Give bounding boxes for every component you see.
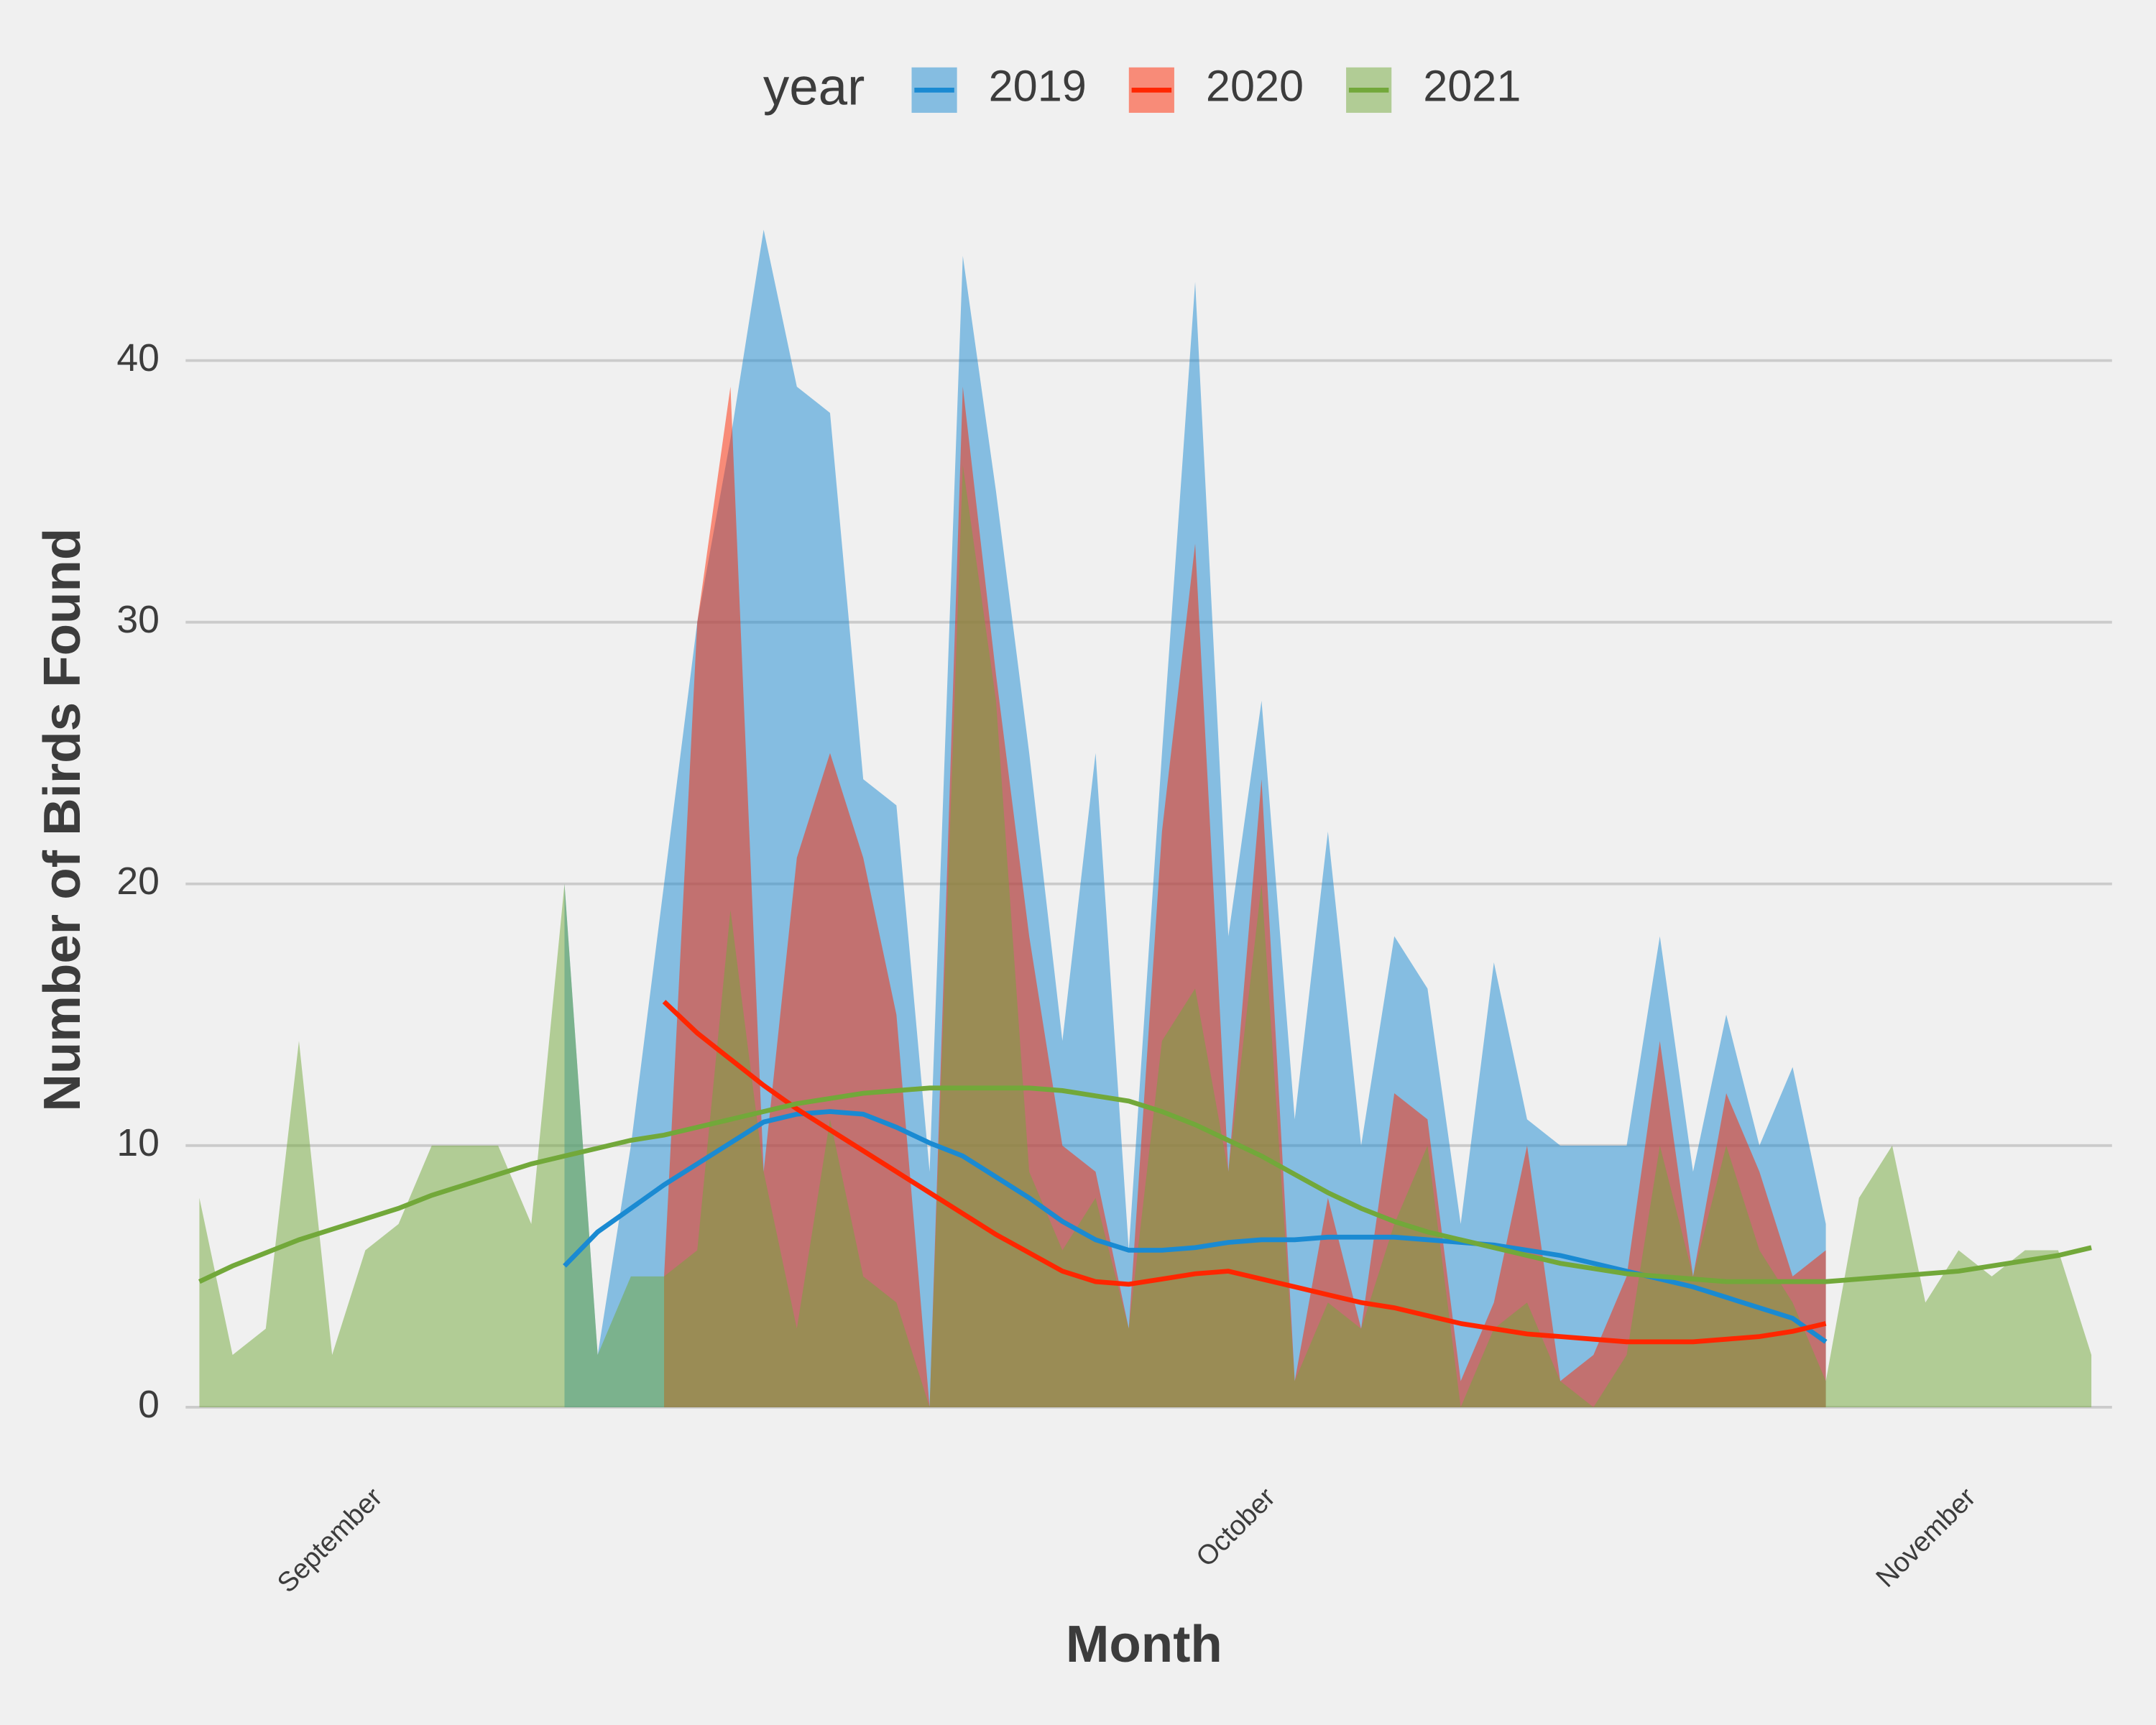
trend-line — [563, 1109, 1828, 1344]
y-axis-title: Number of Birds Found — [33, 528, 91, 1112]
y-tick-label: 40 — [116, 337, 160, 380]
y-tick-label: 10 — [116, 1122, 160, 1164]
area — [199, 465, 2092, 1407]
legend-title: year — [763, 58, 865, 116]
legend-label: 2021 — [1423, 62, 1521, 111]
legend-label: 2019 — [989, 62, 1087, 111]
y-tick-label: 0 — [138, 1384, 160, 1426]
trend-line — [662, 1000, 1827, 1345]
trend-line — [198, 1085, 2092, 1284]
y-tick-label: 20 — [116, 860, 160, 903]
legend-label: 2020 — [1206, 62, 1304, 111]
x-axis-title: Month — [1066, 1615, 1222, 1673]
y-tick-label: 30 — [116, 599, 160, 641]
